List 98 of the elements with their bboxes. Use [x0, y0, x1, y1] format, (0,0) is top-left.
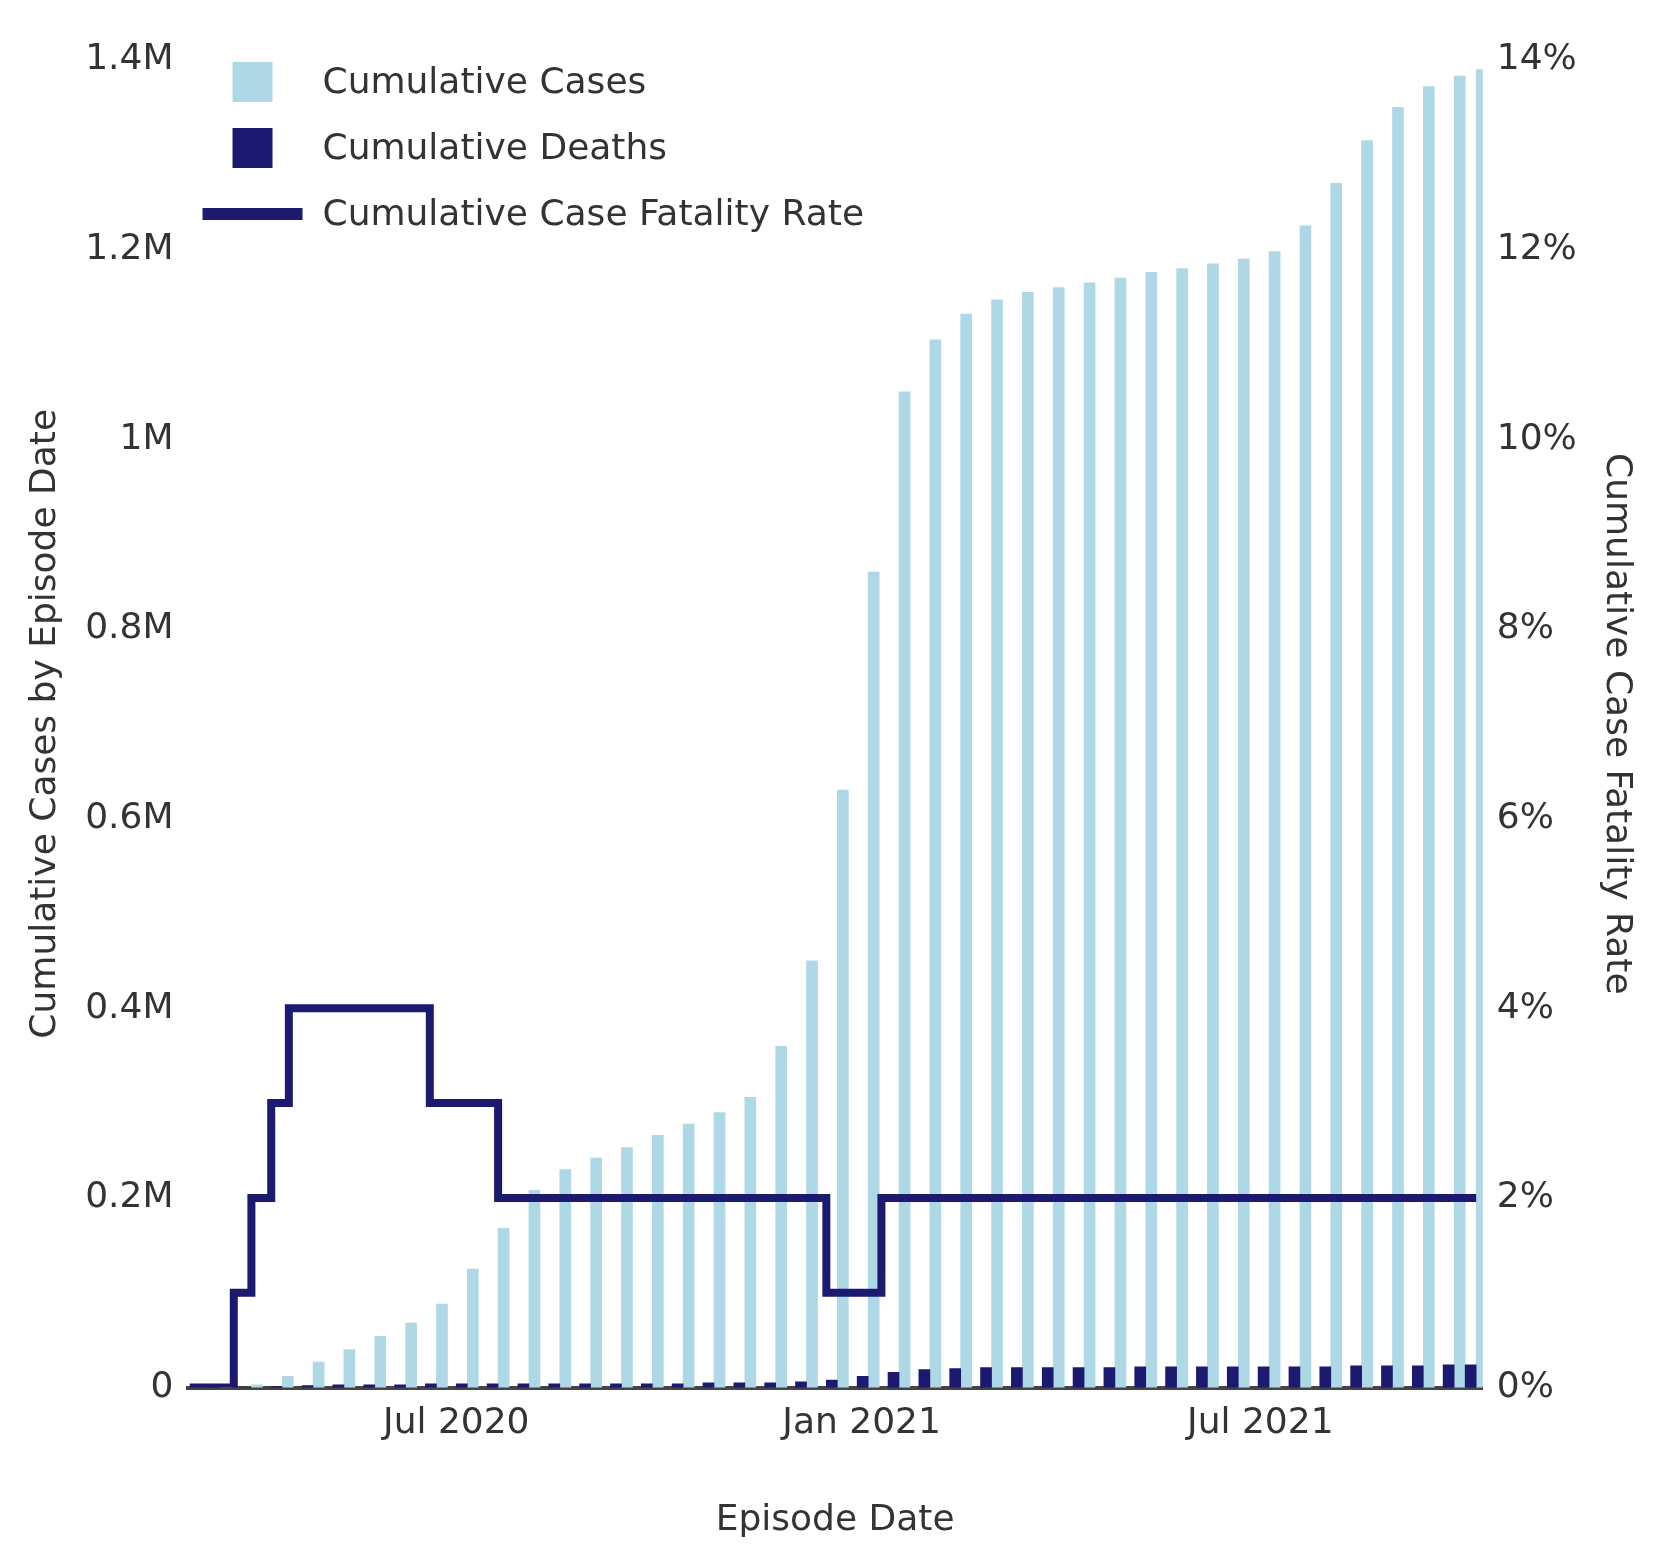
bar: [1257, 1366, 1270, 1388]
bar: [1103, 1367, 1116, 1388]
bar: [621, 1147, 633, 1388]
y-tick-label: 0.8M: [85, 605, 174, 647]
y-tick-label: 1.4M: [85, 36, 174, 78]
bar: [1114, 277, 1127, 1388]
bar: [856, 1375, 869, 1388]
bar: [528, 1190, 541, 1388]
bar: [1350, 1365, 1362, 1388]
legend-label: Cumulative Case Fatality Rate: [322, 192, 865, 234]
bar: [640, 1383, 653, 1388]
bar: [343, 1349, 356, 1388]
y-tick-label: 0.2M: [85, 1174, 174, 1216]
bar: [425, 1383, 437, 1388]
bar: [486, 1383, 499, 1388]
bar: [1134, 1366, 1147, 1388]
legend-label: Cumulative Deaths: [322, 126, 668, 168]
bar: [1207, 263, 1219, 1388]
bar: [394, 1384, 406, 1388]
y2-tick-label: 12%: [1496, 226, 1577, 268]
bar: [1145, 272, 1158, 1388]
y2-tick-label: 6%: [1496, 794, 1554, 836]
bar: [1226, 1366, 1239, 1388]
bar: [1361, 140, 1373, 1388]
bar: [436, 1303, 448, 1388]
y-tick-label: 1.2M: [85, 226, 174, 268]
bar: [405, 1322, 417, 1388]
bar: [374, 1336, 387, 1388]
bar: [991, 299, 1003, 1388]
bar: [1196, 1366, 1208, 1388]
bar: [744, 1097, 757, 1388]
legend-label: Cumulative Cases: [322, 60, 647, 102]
bar: [887, 1372, 900, 1388]
y2-tick-label: 8%: [1496, 605, 1554, 647]
bar: [1165, 1366, 1177, 1388]
bar: [980, 1367, 992, 1388]
bar: [949, 1368, 962, 1388]
bar: [1422, 86, 1435, 1388]
bar: [806, 960, 818, 1388]
bar: [651, 1135, 664, 1388]
bar: [610, 1383, 622, 1388]
y2-tick-label: 2%: [1496, 1174, 1554, 1216]
bar: [363, 1384, 376, 1388]
bar: [1011, 1367, 1023, 1388]
bar: [1453, 75, 1466, 1388]
bar: [1330, 182, 1343, 1388]
x-tick-label: Jan 2021: [780, 1399, 941, 1441]
bar: [867, 571, 880, 1388]
bar: [281, 1375, 294, 1388]
bar: [826, 1379, 838, 1388]
bar: [466, 1268, 479, 1388]
y-axis-title: Cumulative Cases by Episode Date: [21, 408, 63, 1039]
bar: [1268, 251, 1281, 1388]
bar: [1237, 258, 1250, 1388]
bar: [1176, 268, 1188, 1388]
bar: [918, 1369, 931, 1388]
bar: [1381, 1365, 1393, 1388]
y-tick-label: 0: [150, 1363, 174, 1405]
bar: [775, 1045, 788, 1388]
bar: [1022, 292, 1034, 1388]
bar: [1083, 282, 1096, 1388]
x-tick-label: Jul 2021: [1185, 1399, 1334, 1441]
bar: [960, 313, 973, 1388]
bar: [929, 339, 942, 1388]
bar: [1442, 1364, 1455, 1388]
y-tick-label: 0.6M: [85, 794, 174, 836]
bar: [559, 1169, 572, 1388]
bar: [590, 1157, 602, 1388]
bar: [1072, 1367, 1085, 1388]
bar: [1299, 225, 1312, 1388]
y2-tick-label: 0%: [1496, 1363, 1554, 1405]
bar: [1392, 107, 1404, 1388]
bar: [682, 1123, 695, 1388]
bar: [1288, 1366, 1301, 1388]
y2-tick-label: 4%: [1496, 984, 1554, 1026]
bar: [455, 1383, 468, 1388]
bar: [1319, 1366, 1332, 1388]
bar: [497, 1227, 510, 1388]
bar: [898, 391, 911, 1388]
y2-tick-label: 10%: [1496, 415, 1577, 457]
x-tick-label: Jul 2020: [381, 1399, 530, 1441]
bar: [713, 1112, 726, 1388]
bar: [251, 1384, 263, 1388]
bar: [312, 1361, 325, 1388]
y2-tick-label: 14%: [1496, 36, 1577, 78]
bar: [1052, 287, 1065, 1388]
bar: [1464, 1364, 1477, 1388]
bar: [579, 1383, 591, 1388]
y-tick-label: 1M: [119, 415, 174, 457]
bar: [671, 1383, 684, 1388]
bar: [548, 1383, 561, 1388]
bar: [1411, 1365, 1424, 1388]
bar: [1041, 1367, 1054, 1388]
x-axis-title: Episode Date: [715, 1496, 955, 1538]
bar: [517, 1383, 530, 1388]
y-tick-label: 0.4M: [85, 984, 174, 1026]
bar: [837, 789, 849, 1388]
y2-axis-title: Cumulative Case Fatality Rate: [1599, 453, 1641, 995]
